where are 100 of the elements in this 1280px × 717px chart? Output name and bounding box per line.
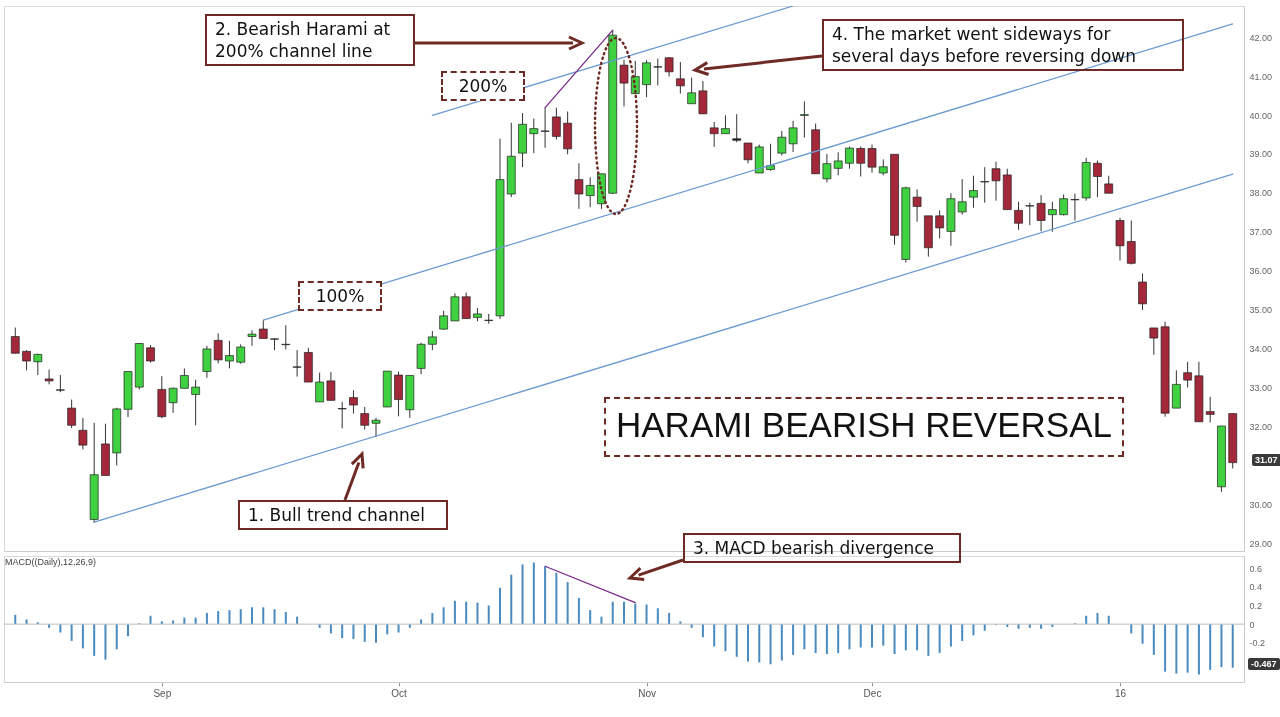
candlestick bbox=[1093, 160, 1102, 198]
bar bbox=[758, 624, 761, 663]
bar bbox=[735, 624, 738, 657]
candlestick bbox=[225, 340, 234, 369]
candlestick bbox=[1014, 201, 1023, 231]
candlestick bbox=[912, 188, 922, 223]
y-tick-label: 40.00 bbox=[1249, 110, 1273, 121]
annotation: 1. Bull trend channel bbox=[238, 500, 448, 530]
bar bbox=[814, 624, 817, 654]
candlestick bbox=[709, 121, 719, 148]
y-tick-label: 37.00 bbox=[1249, 227, 1273, 238]
candlestick bbox=[552, 107, 561, 141]
candlestick bbox=[1149, 327, 1159, 356]
candlestick bbox=[1126, 220, 1136, 265]
bar bbox=[747, 624, 749, 662]
bar bbox=[1209, 624, 1212, 670]
candlestick bbox=[213, 332, 223, 364]
candlestick bbox=[326, 371, 336, 401]
bar bbox=[442, 607, 445, 625]
bar bbox=[104, 624, 107, 660]
y-tick-label: 29.00 bbox=[1249, 538, 1273, 549]
bar bbox=[724, 624, 727, 652]
candlestick bbox=[202, 345, 212, 379]
y-tick-label: 0.6 bbox=[1249, 563, 1263, 574]
candlestick bbox=[78, 417, 88, 450]
bar bbox=[228, 610, 231, 625]
bar bbox=[1141, 624, 1144, 644]
candlestick bbox=[191, 379, 200, 426]
annotation: 100% bbox=[298, 281, 382, 311]
bar bbox=[262, 607, 265, 625]
bar bbox=[938, 624, 941, 654]
bar bbox=[893, 624, 896, 654]
bar bbox=[780, 624, 783, 661]
candlestick bbox=[247, 329, 257, 347]
candlestick bbox=[788, 120, 798, 153]
candlestick bbox=[574, 162, 584, 210]
candlestick bbox=[653, 58, 663, 86]
bar bbox=[465, 601, 468, 625]
bar bbox=[1231, 624, 1234, 668]
candlestick bbox=[991, 161, 1001, 202]
candlestick bbox=[969, 175, 978, 209]
bar bbox=[217, 611, 220, 625]
bar bbox=[825, 624, 828, 654]
bar bbox=[251, 607, 253, 625]
candlestick bbox=[1070, 193, 1080, 221]
y-tick-label: 39.00 bbox=[1249, 149, 1273, 160]
bar bbox=[611, 601, 614, 625]
bar bbox=[837, 624, 840, 654]
bar bbox=[701, 624, 704, 638]
candlestick bbox=[315, 372, 324, 403]
candlestick bbox=[428, 330, 437, 351]
bar bbox=[566, 582, 569, 625]
bar bbox=[510, 574, 513, 625]
candlestick bbox=[360, 406, 370, 431]
bar bbox=[645, 604, 648, 625]
candlestick bbox=[180, 367, 189, 389]
candlestick bbox=[461, 292, 471, 320]
candlestick bbox=[957, 178, 967, 216]
y-tick-label: -0.2 bbox=[1249, 638, 1266, 649]
candlestick bbox=[743, 142, 753, 164]
bar bbox=[532, 562, 535, 625]
candlestick bbox=[1048, 201, 1057, 233]
candlestick bbox=[292, 349, 302, 378]
candlestick bbox=[371, 417, 381, 438]
bar bbox=[1197, 624, 1200, 675]
candlestick bbox=[1036, 194, 1046, 232]
chart-title: MACD((Daily),12,26,9) bbox=[5, 557, 97, 567]
candlestick bbox=[44, 369, 54, 385]
y-tick-label: 42.00 bbox=[1249, 32, 1273, 43]
annotation: 200% bbox=[441, 71, 525, 101]
y-tick-label: 0.4 bbox=[1249, 582, 1263, 593]
bar bbox=[544, 566, 547, 625]
bar bbox=[1186, 624, 1189, 673]
candlestick bbox=[258, 319, 268, 339]
candlestick bbox=[349, 389, 358, 415]
y-tick-label: 36.00 bbox=[1249, 266, 1273, 277]
y-tick-label: 30.00 bbox=[1249, 499, 1273, 510]
bar bbox=[882, 624, 885, 646]
candlestick bbox=[1138, 272, 1147, 311]
bar bbox=[961, 624, 964, 641]
candlestick bbox=[529, 118, 539, 154]
candlestick bbox=[676, 61, 685, 95]
x-tick-label: Sep bbox=[153, 687, 172, 699]
candlestick bbox=[10, 327, 20, 355]
bar bbox=[70, 624, 73, 641]
bar bbox=[352, 624, 355, 640]
candlestick bbox=[236, 343, 246, 365]
bar bbox=[499, 587, 501, 625]
y-tick-label: 0.2 bbox=[1249, 600, 1263, 611]
candlestick bbox=[777, 130, 787, 156]
candlestick bbox=[585, 176, 595, 208]
candlestick bbox=[664, 56, 674, 77]
text: 31.07 bbox=[1252, 454, 1280, 466]
candlestick bbox=[833, 151, 843, 176]
bar bbox=[859, 624, 862, 648]
candlestick bbox=[642, 59, 651, 98]
candlestick bbox=[766, 143, 775, 172]
bar bbox=[431, 612, 434, 625]
bar bbox=[668, 612, 671, 625]
candlestick bbox=[67, 399, 76, 429]
